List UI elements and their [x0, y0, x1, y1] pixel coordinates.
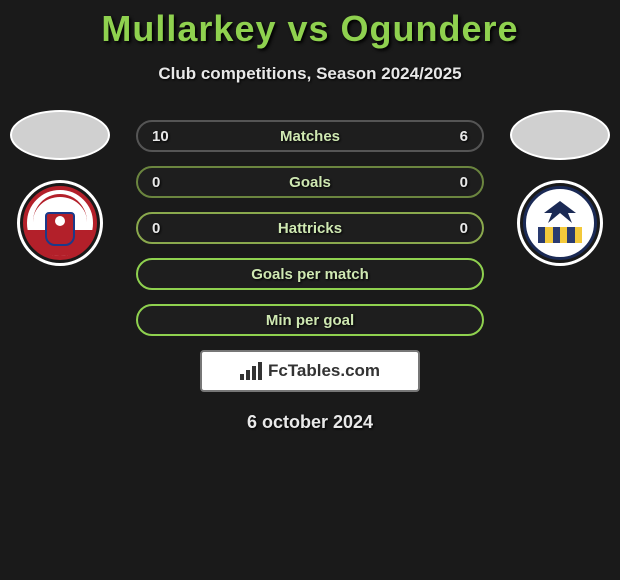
- brand-text: FcTables.com: [268, 361, 380, 381]
- stat-label: Hattricks: [182, 220, 438, 237]
- eagle-icon: [538, 199, 582, 229]
- generated-date: 6 october 2024: [0, 412, 620, 433]
- page-subtitle: Club competitions, Season 2024/2025: [0, 64, 620, 84]
- stat-left-value: 10: [152, 128, 182, 145]
- player-card-left: [10, 110, 110, 260]
- stats-table: 10Matches60Goals00Hattricks0Goals per ma…: [136, 120, 484, 336]
- bars-icon: [240, 362, 262, 380]
- brand-badge: FcTables.com: [200, 350, 420, 392]
- club-crest-right: [517, 180, 603, 266]
- stat-row: 0Hattricks0: [136, 212, 484, 244]
- player-silhouette: [510, 110, 610, 160]
- stat-right-value: 0: [438, 174, 468, 191]
- stat-row: 0Goals0: [136, 166, 484, 198]
- page-title: Mullarkey vs Ogundere: [0, 0, 620, 50]
- stat-label: Min per goal: [182, 312, 438, 329]
- stat-label: Goals per match: [182, 266, 438, 283]
- stat-left-value: 0: [152, 174, 182, 191]
- player-card-right: [510, 110, 610, 260]
- stat-label: Goals: [182, 174, 438, 191]
- stat-row: Goals per match: [136, 258, 484, 290]
- stat-right-value: 0: [438, 220, 468, 237]
- stat-left-value: 0: [152, 220, 182, 237]
- stat-row: Min per goal: [136, 304, 484, 336]
- player-silhouette: [10, 110, 110, 160]
- stat-right-value: 6: [438, 128, 468, 145]
- stat-label: Matches: [182, 128, 438, 145]
- stat-row: 10Matches6: [136, 120, 484, 152]
- club-crest-left: [17, 180, 103, 266]
